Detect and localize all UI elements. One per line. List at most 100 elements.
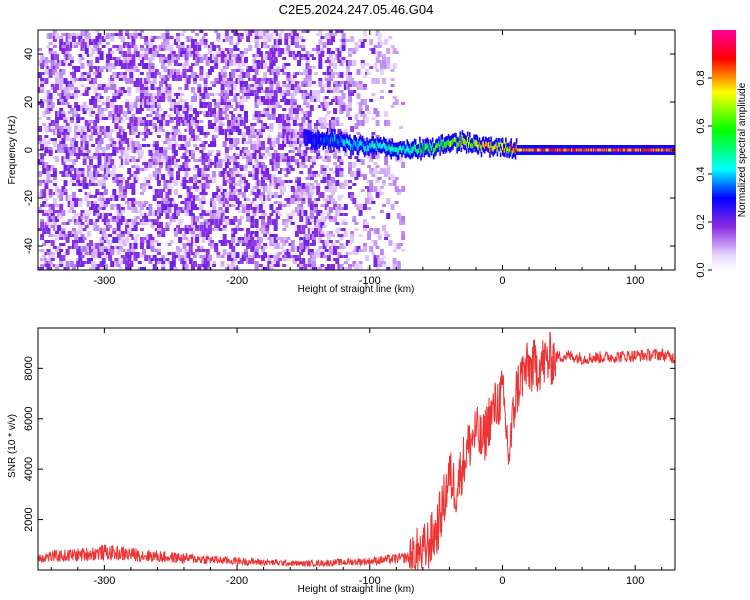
spectrogram-signal-core [407,146,410,153]
spectrogram-cell [133,33,138,39]
spectrogram-cell [320,180,325,183]
spectrogram-cell [103,66,108,69]
spectrogram-cell [122,249,127,252]
spectrogram-cell [125,219,130,225]
spectrogram-cell [144,132,149,138]
spectrogram-cell [74,102,79,108]
spectrogram-cell [154,126,159,132]
spectrogram-cell [250,234,255,237]
spectrogram-cell [222,204,227,207]
spectrogram-signal-core [547,148,550,152]
spectrogram-cell [163,186,168,189]
spectrogram-cell [261,81,265,84]
spectrogram-cell [267,255,272,261]
spectrogram-cell [59,93,64,99]
spectrogram-cell [248,204,253,207]
spectrogram-cell [248,162,253,165]
spectrogram-cell [131,114,136,117]
spectrogram-cell [331,57,335,63]
spectrogram-cell [328,54,333,60]
spectrogram-cell [55,72,59,78]
spectrogram-cell [193,159,197,162]
spectrogram-cell [161,129,166,132]
spectrogram-cell [271,45,276,48]
spectrogram-cell [299,54,304,60]
spectrogram-cell [144,177,149,183]
spectrogram-cell [93,78,98,84]
spectrogram-cell [195,189,200,192]
spectrogram-cell [320,165,325,168]
spectrogram-cell [146,180,151,183]
spectrogram-cell [269,183,274,186]
spectrogram-cell [205,180,210,183]
spectrogram-cell [301,201,306,204]
spectrogram-cell [244,198,248,201]
spectrogram-cell [379,42,384,45]
spectrogram-cell [97,72,102,78]
spectrogram-cell [65,36,70,42]
spectrogram-cell [229,84,234,87]
spectrogram-cell [280,132,285,135]
spectrogram-cell [82,246,87,252]
spectrogram-cell [301,30,306,33]
snr-ylabel: SNR (10 * v/v) [7,414,18,478]
spectrogram-cell [263,156,268,159]
spectrogram-cell [365,63,369,66]
spectrogram-cell [214,210,219,213]
spectrogram-cell [343,255,348,258]
spectrogram-cell [244,57,248,63]
spectrogram-cell [375,177,380,183]
spectrogram-signal-core [510,143,512,149]
spectrogram-cell [122,90,127,93]
spectrogram-cell [331,72,335,78]
spectrogram-cell [316,249,321,252]
spectrogram-cell [288,36,293,39]
spectrogram-cell [320,192,325,198]
spectrogram-cell [265,57,270,60]
spectrogram-cell [241,177,246,180]
spectrogram-cell [120,255,125,258]
spectrogram-cell [199,246,204,249]
spectrogram-cell [277,87,282,93]
spectrogram-cell [186,243,191,246]
spectrogram-cell [237,117,242,123]
spectrogram-cell [246,84,251,90]
spectrogram-cell [250,153,255,159]
spectrogram-cell [328,69,333,72]
spectrogram-cell [165,93,170,99]
spectrogram-cell [350,126,355,132]
spectrogram-cell [95,69,100,72]
spectrogram-cell [42,153,47,156]
spectrogram-signal-core [487,142,489,148]
spectrogram-cell [148,96,153,102]
spectrogram-cell [277,51,282,57]
spectrogram-cell [333,33,338,36]
spectrogram-cell [131,189,136,195]
spectrogram-cell [362,228,367,231]
spectrogram-cell [216,162,221,168]
spectrogram-cell [193,123,197,126]
spectrogram-cell [91,84,96,87]
spectrogram-cell [67,111,72,114]
spectrogram-cell [207,267,212,270]
spectrogram-cell [273,72,278,78]
spectrogram-cell [210,93,214,96]
spectrogram-cell [254,132,259,135]
spectrogram-signal-core [468,142,470,148]
spectrogram-cell [95,126,100,129]
spectrogram-cell [382,63,386,66]
spectrogram-cell [190,30,195,33]
y-tick-label: 0 [23,147,35,153]
spectrogram-cell [52,210,57,213]
spectrogram-cell [214,102,219,105]
spectrogram-cell [250,201,255,204]
spectrogram-cell [229,48,234,54]
spectrogram-cell [74,66,79,72]
spectrogram-signal-core [307,134,310,140]
spectrogram-cell [129,252,134,255]
spectrogram-cell [173,60,178,63]
spectrogram-cell [159,150,163,153]
spectrogram-signal-core [483,144,486,150]
spectrogram-cell [59,39,64,42]
